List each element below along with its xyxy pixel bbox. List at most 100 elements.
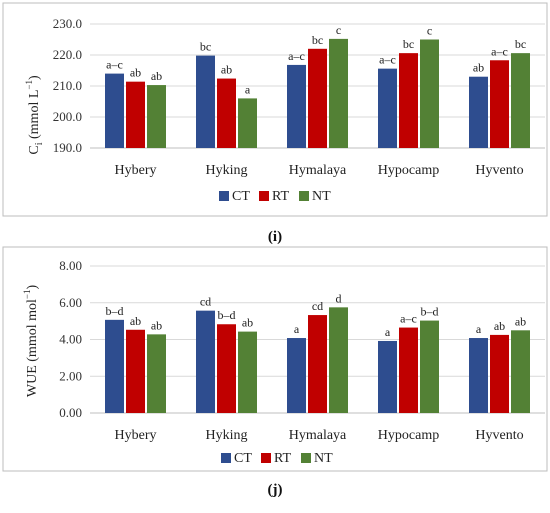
bar-ct bbox=[378, 68, 397, 148]
data-label: ab bbox=[151, 318, 162, 332]
bar-rt bbox=[490, 334, 509, 413]
data-label: ab bbox=[130, 66, 141, 80]
x-category-label: Hyking bbox=[206, 163, 248, 178]
bar-rt bbox=[308, 315, 327, 413]
data-label: bc bbox=[200, 40, 211, 54]
data-label: b–d bbox=[218, 308, 236, 322]
data-label: a–c bbox=[379, 53, 396, 67]
data-label: cd bbox=[200, 295, 211, 309]
y-tick-label: 230.0 bbox=[53, 16, 82, 31]
x-category-label: Hyking bbox=[206, 428, 248, 443]
y-tick-label: 2.00 bbox=[59, 368, 82, 383]
legend-label: NT bbox=[314, 451, 333, 466]
bar-rt bbox=[399, 53, 418, 148]
data-label: bc bbox=[403, 37, 414, 51]
bar-ct bbox=[105, 319, 124, 413]
data-label: ab bbox=[151, 69, 162, 83]
x-category-label: Hyvento bbox=[475, 163, 523, 178]
y-tick-label: 210.0 bbox=[53, 78, 82, 93]
legend-label: NT bbox=[312, 189, 331, 204]
data-label: ab bbox=[494, 319, 505, 333]
bar-ct bbox=[105, 73, 124, 148]
x-category-label: Hyvento bbox=[475, 428, 523, 443]
chart-frame-j bbox=[2, 246, 548, 472]
bar-nt bbox=[329, 38, 348, 148]
bar-ct bbox=[378, 340, 397, 413]
legend-label: CT bbox=[234, 451, 252, 466]
data-label: b–d bbox=[106, 304, 124, 318]
legend-swatch-ct bbox=[219, 191, 229, 201]
legend-swatch-ct bbox=[221, 453, 231, 463]
y-tick-label: 6.00 bbox=[59, 295, 82, 310]
bar-nt bbox=[238, 331, 257, 413]
y-tick-label: 4.00 bbox=[59, 332, 82, 347]
data-label: cd bbox=[312, 299, 323, 313]
legend-label: CT bbox=[232, 189, 250, 204]
data-label: a bbox=[476, 322, 482, 336]
data-label: a–c bbox=[288, 49, 305, 63]
data-label: c bbox=[427, 24, 432, 38]
data-label: bc bbox=[312, 33, 323, 47]
bar-ct bbox=[287, 338, 306, 413]
data-label: a bbox=[245, 82, 251, 96]
y-tick-label: 200.0 bbox=[53, 109, 82, 124]
bar-rt bbox=[217, 78, 236, 148]
x-category-label: Hymalaya bbox=[289, 428, 347, 443]
bar-nt bbox=[511, 330, 530, 413]
chart-frame-i bbox=[2, 2, 548, 217]
data-label: ab bbox=[515, 314, 526, 328]
data-label: a bbox=[294, 322, 300, 336]
y-axis-label-i: Ci (mmol L−1) bbox=[24, 75, 45, 155]
data-label: ab bbox=[130, 314, 141, 328]
data-label: b–d bbox=[421, 305, 439, 319]
bar-ct bbox=[196, 55, 215, 149]
panel-label-j: (j) bbox=[268, 482, 283, 498]
x-category-label: Hybery bbox=[115, 163, 157, 178]
y-tick-label: 0.00 bbox=[59, 405, 82, 420]
data-label: ab bbox=[242, 316, 253, 330]
data-label: a–c bbox=[106, 58, 123, 72]
bar-rt bbox=[490, 60, 509, 148]
legend-label: RT bbox=[274, 451, 291, 466]
data-label: ab bbox=[221, 63, 232, 77]
bar-nt bbox=[420, 320, 439, 413]
y-axis-label-j: WUE (mmol mol−1) bbox=[22, 285, 40, 398]
y-tick-label: 220.0 bbox=[53, 47, 82, 62]
bar-ct bbox=[287, 64, 306, 148]
bar-rt bbox=[126, 329, 145, 413]
legend-label: RT bbox=[272, 189, 289, 204]
x-category-label: Hymalaya bbox=[289, 163, 347, 178]
data-label: bc bbox=[515, 37, 526, 51]
bar-rt bbox=[217, 324, 236, 413]
panel-label-i: (i) bbox=[268, 229, 282, 245]
bar-rt bbox=[126, 81, 145, 148]
data-label: a–c bbox=[400, 312, 417, 326]
bar-nt bbox=[238, 98, 257, 148]
legend-swatch-rt bbox=[261, 453, 271, 463]
legend-swatch-rt bbox=[259, 191, 269, 201]
bar-nt bbox=[511, 53, 530, 148]
y-tick-label: 190.0 bbox=[53, 140, 82, 155]
x-category-label: Hypocamp bbox=[378, 163, 439, 178]
data-label: a bbox=[385, 325, 391, 339]
bar-rt bbox=[308, 48, 327, 148]
bar-ct bbox=[196, 310, 215, 413]
bar-rt bbox=[399, 327, 418, 413]
x-category-label: Hypocamp bbox=[378, 428, 439, 443]
bar-nt bbox=[147, 334, 166, 413]
x-category-label: Hybery bbox=[115, 428, 157, 443]
data-label: d bbox=[336, 291, 342, 305]
data-label: a–c bbox=[491, 44, 508, 58]
bar-ct bbox=[469, 338, 488, 413]
bar-nt bbox=[147, 85, 166, 148]
bar-nt bbox=[420, 39, 439, 148]
bar-nt bbox=[329, 307, 348, 413]
y-tick-label: 8.00 bbox=[59, 258, 82, 273]
legend-swatch-nt bbox=[299, 191, 309, 201]
data-label: c bbox=[336, 23, 341, 37]
legend-swatch-nt bbox=[301, 453, 311, 463]
data-label: ab bbox=[473, 61, 484, 75]
